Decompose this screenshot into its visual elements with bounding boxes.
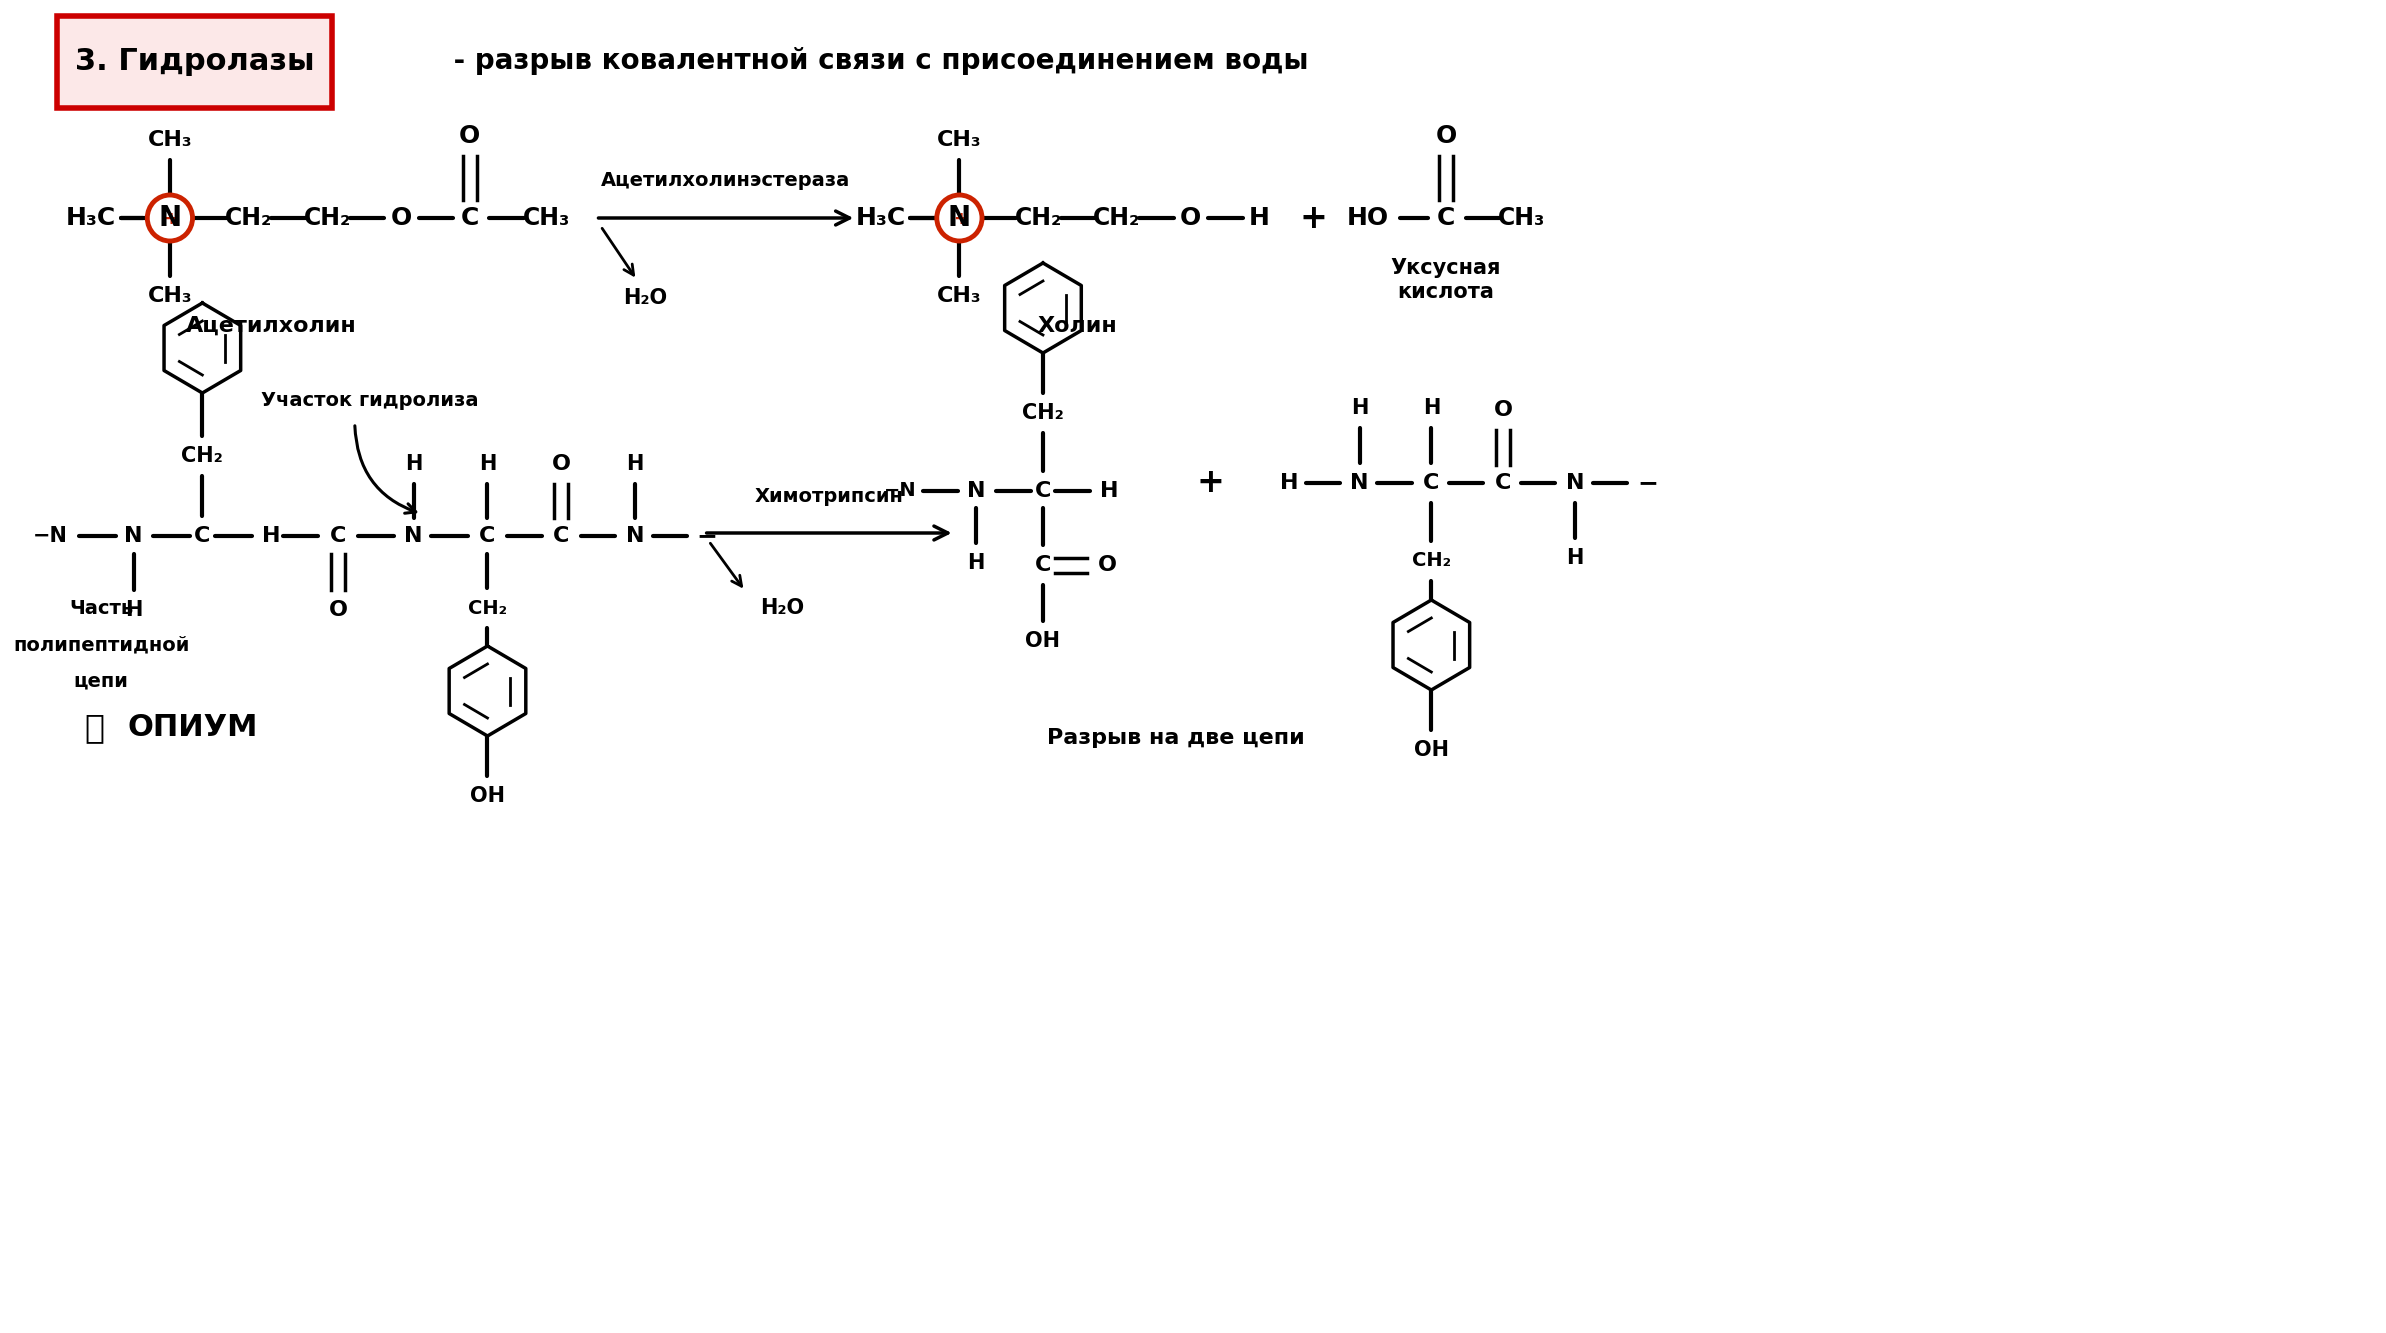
Text: N: N — [406, 527, 422, 547]
Text: O: O — [329, 600, 348, 620]
Text: N: N — [947, 204, 971, 232]
Text: H₃C: H₃C — [67, 207, 117, 231]
Text: −: − — [1637, 471, 1658, 495]
Text: Участок гидролиза: Участок гидролиза — [260, 392, 477, 411]
Text: C: C — [1036, 555, 1052, 575]
Text: C: C — [1436, 207, 1455, 231]
Text: - разрыв ковалентной связи с присоединением воды: - разрыв ковалентной связи с присоединен… — [444, 47, 1308, 75]
Text: H: H — [1279, 473, 1298, 493]
Text: −N: −N — [885, 481, 916, 500]
Text: C: C — [480, 527, 496, 547]
Text: H: H — [1422, 399, 1441, 419]
Text: Разрыв на две цепи: Разрыв на две цепи — [1047, 728, 1305, 748]
Circle shape — [148, 195, 193, 241]
Text: CH₃: CH₃ — [523, 207, 570, 231]
Text: C: C — [554, 527, 570, 547]
Text: O: O — [551, 455, 570, 475]
Text: H: H — [1350, 399, 1367, 419]
Text: Ацетилхолинэстераза: Ацетилхолинэстераза — [601, 172, 849, 191]
Text: CH₂: CH₂ — [1014, 207, 1062, 231]
Text: цепи: цепи — [74, 672, 129, 690]
Text: C: C — [329, 527, 346, 547]
Text: N: N — [124, 527, 143, 547]
Text: H₂O: H₂O — [761, 599, 804, 619]
Text: N: N — [1350, 473, 1370, 493]
Text: 🐌: 🐌 — [84, 712, 105, 745]
Text: +: + — [1300, 201, 1327, 235]
Text: +: + — [1195, 467, 1224, 500]
Text: O: O — [391, 207, 413, 231]
Text: C: C — [193, 527, 210, 547]
Text: O: O — [1098, 555, 1117, 575]
Text: OH: OH — [1026, 631, 1059, 651]
Text: N: N — [157, 204, 181, 232]
Text: ОПИУМ: ОПИУМ — [126, 713, 258, 742]
Circle shape — [938, 195, 983, 241]
Text: H: H — [1100, 481, 1119, 501]
Text: OH: OH — [470, 786, 506, 806]
Text: Уксусная
кислота: Уксусная кислота — [1391, 259, 1501, 301]
Text: CH₃: CH₃ — [1498, 207, 1546, 231]
Text: H: H — [1248, 207, 1269, 231]
Text: Холин: Холин — [1038, 316, 1117, 336]
Text: полипептидной: полипептидной — [12, 636, 188, 655]
Text: H: H — [966, 553, 985, 573]
Text: CH₂: CH₂ — [303, 207, 351, 231]
Text: H: H — [406, 455, 422, 475]
Text: 3. Гидролазы: 3. Гидролазы — [74, 47, 315, 76]
Text: CH₃: CH₃ — [938, 287, 981, 307]
Text: OH: OH — [1415, 740, 1448, 760]
Text: O: O — [1494, 400, 1513, 420]
Text: CH₂: CH₂ — [468, 599, 508, 617]
Text: H₂O: H₂O — [623, 288, 666, 308]
Text: CH₂: CH₂ — [1093, 207, 1141, 231]
Text: Ацетилхолин: Ацетилхолин — [186, 316, 356, 336]
FancyBboxPatch shape — [57, 16, 332, 108]
Text: C: C — [1496, 473, 1510, 493]
Text: −: − — [697, 524, 718, 548]
Text: H: H — [262, 527, 282, 547]
Text: H: H — [124, 600, 143, 620]
Text: N: N — [1565, 473, 1584, 493]
Text: −N: −N — [33, 527, 67, 547]
Text: N: N — [966, 481, 985, 501]
Text: C: C — [460, 207, 480, 231]
Text: CH₂: CH₂ — [1021, 403, 1064, 423]
Text: HO: HO — [1346, 207, 1389, 231]
Text: H: H — [480, 455, 496, 475]
Text: H: H — [1565, 548, 1584, 568]
Text: C: C — [1036, 481, 1052, 501]
Text: O: O — [1436, 124, 1458, 148]
Text: Часть: Часть — [69, 599, 134, 617]
Text: CH₂: CH₂ — [1413, 552, 1451, 571]
Text: N: N — [625, 527, 644, 547]
Text: CH₂: CH₂ — [181, 447, 224, 467]
Text: C: C — [1422, 473, 1439, 493]
Text: Химотрипсин: Химотрипсин — [754, 487, 904, 505]
Text: O: O — [1179, 207, 1200, 231]
Text: CH₂: CH₂ — [224, 207, 272, 231]
Text: H: H — [625, 455, 644, 475]
Text: +: + — [952, 209, 969, 228]
Text: +: + — [162, 209, 179, 228]
Text: O: O — [458, 124, 480, 148]
Text: CH₃: CH₃ — [148, 287, 193, 307]
Text: CH₃: CH₃ — [938, 131, 981, 151]
Text: H₃C: H₃C — [857, 207, 907, 231]
Text: CH₃: CH₃ — [148, 131, 193, 151]
